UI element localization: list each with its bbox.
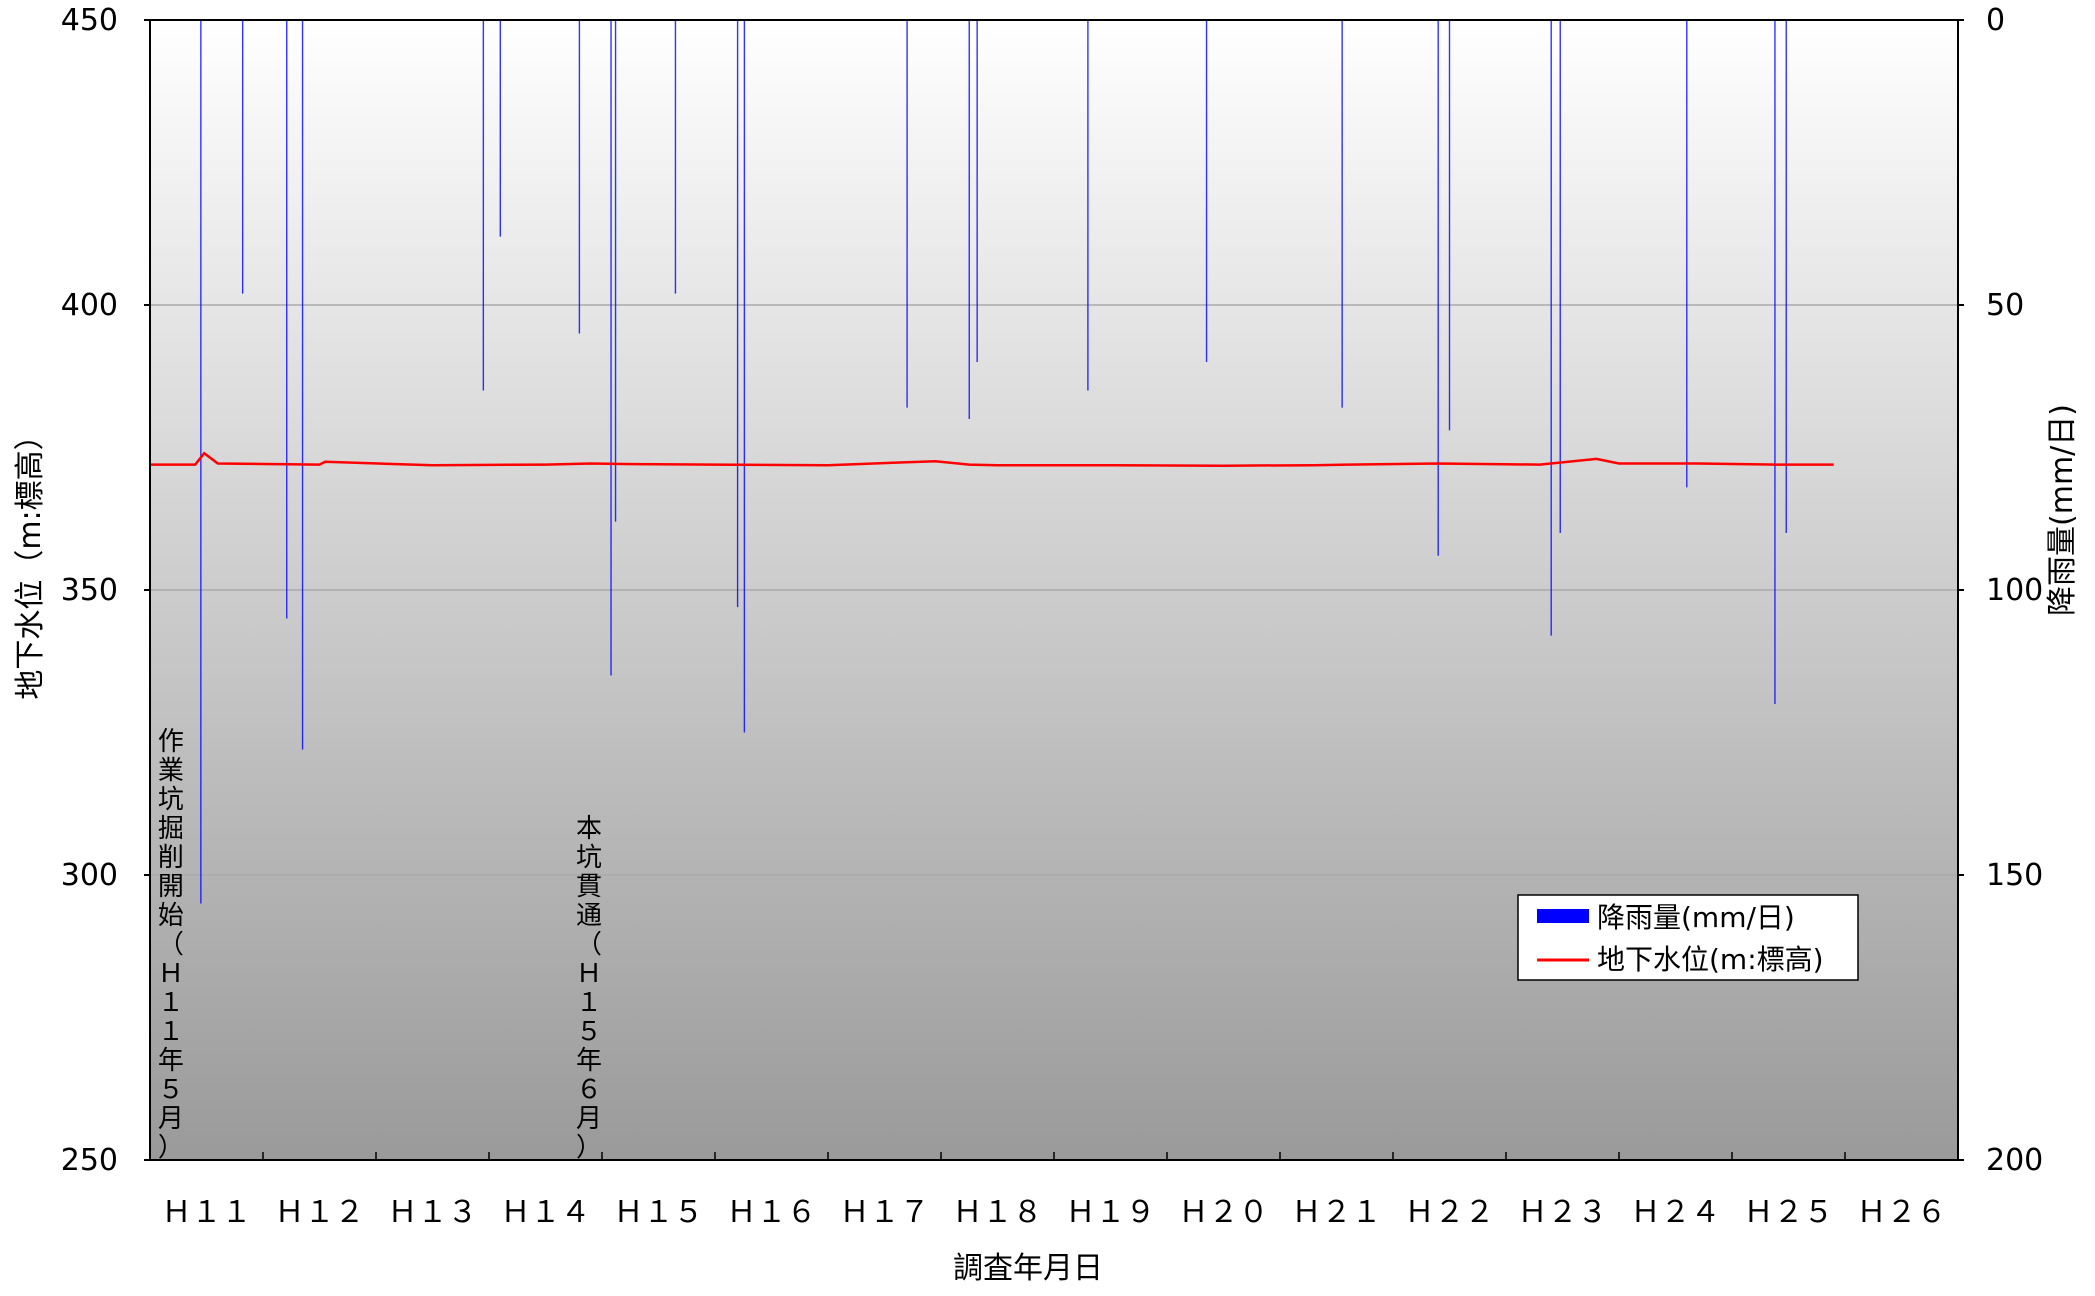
y-tick-label-left: 400 [61, 288, 118, 323]
legend: 降雨量(mm/日) 地下水位(m:標高) [1517, 894, 1859, 981]
rainfall-bars [200, 20, 1787, 904]
y-tick-label-right: 100 [1986, 573, 2043, 608]
x-tick-label: Ｈ２３ [1518, 1195, 1608, 1230]
x-tick-label: Ｈ１８ [953, 1195, 1043, 1230]
x-tick-label: Ｈ１９ [1066, 1195, 1156, 1230]
y-tick-label-right: 150 [1986, 858, 2043, 893]
x-tick-label: Ｈ１７ [840, 1195, 930, 1230]
legend-swatch-rainfall [1537, 909, 1589, 923]
y-tick-label-left: 450 [61, 3, 118, 38]
annotation-vertical: 本坑貫通（Ｈ１５年６月） [576, 814, 602, 1163]
x-tick-label: Ｈ１４ [501, 1195, 591, 1230]
y-tick-label-left: 250 [61, 1143, 118, 1178]
x-axis: Ｈ１１ Ｈ１２ Ｈ１３ Ｈ１４ Ｈ１５ Ｈ１６ Ｈ１７ Ｈ１８ Ｈ１９ Ｈ２０ Ｈ２１ Ｈ２２ Ｈ２３ Ｈ… [162, 1152, 1947, 1230]
left-axis: 250 300 350 400 450 [61, 3, 150, 1178]
x-tick-label: Ｈ２２ [1405, 1195, 1495, 1230]
y-tick-label-left: 350 [61, 573, 118, 608]
groundwater-line-layer [150, 451, 1834, 467]
x-tick-label: Ｈ２５ [1744, 1195, 1834, 1230]
x-tick-label: Ｈ１３ [388, 1195, 478, 1230]
y-tick-label-right: 0 [1986, 3, 2005, 38]
x-tick-label: Ｈ２０ [1179, 1195, 1269, 1230]
x-tick-label: Ｈ２１ [1292, 1195, 1382, 1230]
annotations: 作業坑掘削開始（Ｈ１１年５月） 本坑貫通（Ｈ１５年６月） [158, 727, 602, 1163]
y-tick-label-right: 50 [1986, 288, 2024, 323]
right-axis: 200 150 100 50 0 [1958, 3, 2043, 1178]
annotation-vertical: 作業坑掘削開始（Ｈ１１年５月） [158, 727, 184, 1163]
grid-layer [150, 304, 1958, 876]
x-tick-label: Ｈ１５ [614, 1195, 704, 1230]
x-tick-label: Ｈ１２ [275, 1195, 365, 1230]
x-axis-title: 調査年月日 [953, 1251, 1103, 1286]
x-tick-label: Ｈ１６ [727, 1195, 817, 1230]
legend-label-rainfall: 降雨量(mm/日) [1597, 901, 1795, 934]
legend-label-groundwater: 地下水位(m:標高) [1597, 943, 1824, 976]
y-tick-label-left: 300 [61, 858, 118, 893]
y-axis-right-title: 降雨量(mm/日) [2045, 404, 2080, 616]
y-axis-left-title: 地下水位（m:標高） [13, 420, 48, 699]
y-tick-label-right: 200 [1986, 1143, 2043, 1178]
x-tick-label: Ｈ２６ [1857, 1195, 1947, 1230]
x-tick-label: Ｈ１１ [162, 1195, 252, 1230]
x-tick-label: Ｈ２４ [1631, 1195, 1721, 1230]
groundwater-line [150, 451, 1834, 467]
